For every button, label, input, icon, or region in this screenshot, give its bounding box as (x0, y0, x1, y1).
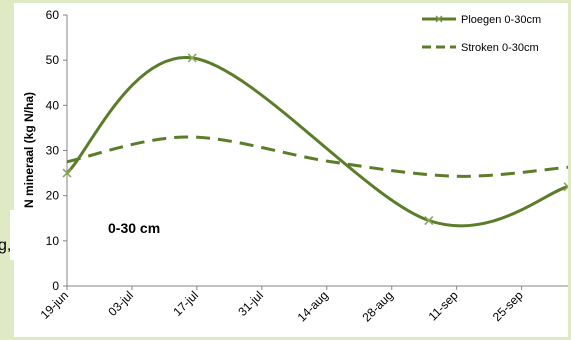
data-point-marker (424, 215, 434, 226)
cut-off-text-fragment: g, (0, 237, 11, 254)
y-tick-label: 60 (46, 8, 60, 22)
legend-label-ploegen: Ploegen 0-30cm (461, 14, 541, 26)
series-line-ploegen (65, 56, 569, 228)
y-axis-label: N mineraal (kg N/ha) (22, 92, 36, 208)
y-tick-label: 40 (46, 98, 60, 112)
y-axis-ticks: 0 10 20 30 40 50 60 (46, 8, 67, 293)
frame-top-edge (0, 0, 571, 3)
data-point-marker (62, 168, 72, 178)
legend: Ploegen 0-30cm Stroken 0-30cm (422, 14, 541, 54)
y-tick-label: 30 (46, 144, 60, 158)
series-layer (62, 53, 571, 228)
frame-right-edge (568, 0, 571, 340)
y-tick-label: 20 (46, 189, 60, 203)
y-tick-label: 0 (52, 279, 59, 293)
legend-marker-ploegen (435, 15, 443, 23)
y-tick-label: 50 (46, 53, 60, 67)
frame-bottom-edge (0, 337, 571, 340)
chart-annotation: 0-30 cm (108, 220, 160, 236)
y-tick-label: 10 (46, 234, 60, 248)
data-point-marker (187, 53, 197, 63)
series-line-stroken (66, 135, 569, 178)
plot-area-background (14, 3, 568, 337)
frame-left-edge (0, 0, 10, 340)
legend-label-stroken: Stroken 0-30cm (461, 42, 539, 54)
